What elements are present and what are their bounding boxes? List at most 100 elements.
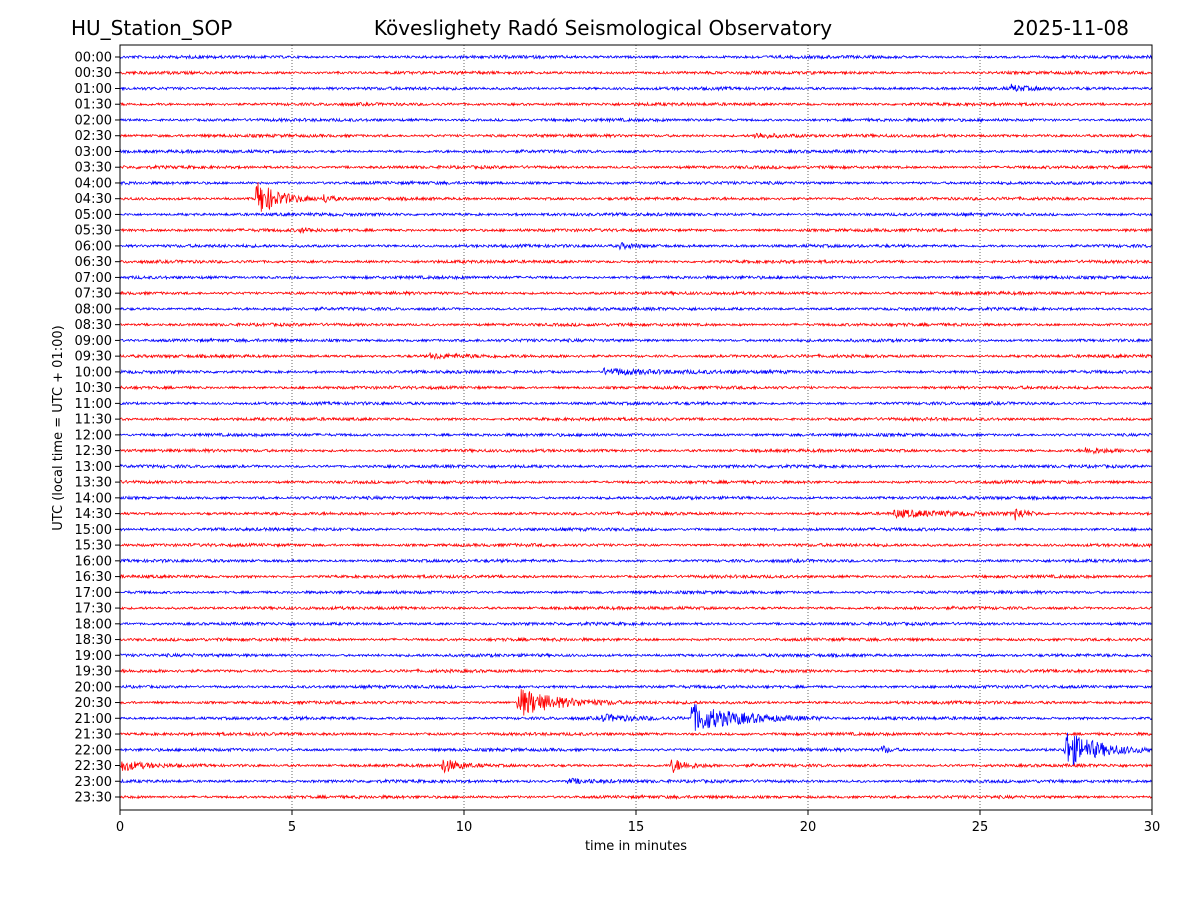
trace-0000 (119, 54, 1153, 61)
y-tick-label: 22:30 (75, 759, 112, 774)
y-tick-label: 01:00 (75, 82, 112, 97)
trace-0500 (119, 211, 1153, 218)
trace-0430 (119, 182, 1153, 212)
x-tick-label: 5 (288, 820, 296, 835)
x-axis-label: time in minutes (585, 839, 687, 854)
y-tick-label: 16:00 (75, 554, 112, 569)
trace-0700 (119, 274, 1153, 281)
trace-1200 (119, 431, 1153, 439)
y-tick-label: 20:30 (75, 696, 112, 711)
y-tick-label: 08:00 (75, 302, 112, 317)
trace-0630 (119, 258, 1153, 265)
y-tick-label: 13:30 (75, 476, 112, 491)
trace-0400 (119, 179, 1153, 187)
trace-1330 (119, 479, 1153, 486)
y-tick-label: 12:00 (75, 428, 112, 443)
trace-0600 (119, 242, 1153, 251)
x-tick-label: 25 (972, 820, 989, 835)
y-tick-label: 10:00 (75, 365, 112, 380)
trace-0730 (119, 290, 1153, 297)
y-tick-label: 16:30 (75, 570, 112, 585)
trace-2130 (119, 731, 1153, 738)
trace-1000 (119, 367, 1153, 376)
trace-1630 (119, 573, 1153, 580)
trace-0230 (119, 132, 1153, 140)
trace-2300 (119, 777, 1153, 785)
trace-0130 (119, 101, 1153, 108)
y-tick-label: 11:30 (75, 413, 112, 428)
y-tick-label: 23:00 (75, 775, 112, 790)
y-tick-label: 14:00 (75, 491, 112, 506)
y-tick-label: 15:30 (75, 539, 112, 554)
trace-1530 (119, 542, 1153, 549)
y-tick-label: 12:30 (75, 444, 112, 459)
trace-0900 (120, 337, 1153, 344)
y-tick-label: 13:00 (75, 460, 112, 475)
trace-0830 (119, 321, 1152, 328)
y-axis-label: UTC (local time = UTC + 01:00) (51, 325, 66, 530)
trace-1430 (119, 508, 1153, 521)
trace-1100 (119, 400, 1153, 407)
trace-1500 (119, 526, 1153, 533)
y-tick-label: 14:30 (75, 507, 112, 522)
x-tick-label: 20 (800, 820, 817, 835)
trace-0800 (119, 305, 1153, 312)
y-tick-label: 22:00 (75, 743, 112, 758)
trace-0930 (119, 352, 1153, 361)
trace-1930 (119, 667, 1153, 674)
y-tick-label: 18:30 (75, 633, 112, 648)
trace-1130 (119, 416, 1153, 423)
x-axis: 0 5 10 15 20 25 30 (116, 810, 1160, 835)
y-tick-label: 07:00 (75, 271, 112, 286)
x-tick-label: 30 (1144, 820, 1161, 835)
trace-0100 (119, 83, 1153, 92)
y-tick-label: 09:30 (75, 350, 112, 365)
grid-lines (291, 45, 981, 810)
y-tick-label: 04:30 (75, 192, 112, 207)
x-tick-label: 0 (116, 820, 124, 835)
trace-0300 (119, 148, 1153, 155)
trace-1830 (119, 636, 1153, 643)
y-tick-label: 02:30 (75, 129, 112, 144)
y-tick-label: 04:00 (75, 176, 112, 191)
y-tick-label: 10:30 (75, 381, 112, 396)
y-tick-label: 19:00 (75, 649, 112, 664)
y-tick-label: 05:30 (75, 224, 112, 239)
trace-1030 (120, 384, 1153, 391)
trace-1730 (119, 605, 1153, 611)
y-tick-label: 06:00 (75, 239, 112, 254)
y-tick-label: 21:00 (75, 712, 112, 727)
y-tick-label: 17:30 (75, 602, 112, 617)
y-tick-label: 03:00 (75, 145, 112, 160)
trace-1300 (119, 463, 1153, 470)
y-tick-label: 00:00 (75, 51, 112, 66)
y-tick-label: 00:30 (75, 66, 112, 81)
trace-0530 (119, 227, 1153, 235)
y-tick-label: 01:30 (75, 98, 112, 113)
trace-0200 (119, 117, 1153, 124)
x-tick-label: 15 (628, 820, 645, 835)
y-tick-label: 23:30 (75, 791, 112, 806)
trace-2230 (119, 759, 1153, 774)
y-tick-label: 02:00 (75, 113, 112, 128)
trace-0330 (119, 163, 1153, 171)
trace-2100 (119, 704, 1153, 731)
y-axis: 00:0000:3001:0001:3002:0002:3003:0003:30… (75, 51, 120, 806)
y-tick-label: 06:30 (75, 255, 112, 270)
y-tick-label: 21:30 (75, 728, 112, 743)
trace-1700 (119, 589, 1153, 596)
y-tick-label: 20:00 (75, 680, 112, 695)
traces (119, 54, 1153, 801)
trace-2330 (119, 793, 1153, 801)
date-label: 2025-11-08 (1013, 16, 1129, 40)
y-tick-label: 03:30 (75, 161, 112, 176)
y-tick-label: 11:00 (75, 397, 112, 412)
trace-1900 (119, 652, 1153, 659)
y-tick-label: 17:00 (75, 586, 112, 601)
y-tick-label: 08:30 (75, 318, 112, 333)
trace-1230 (119, 447, 1153, 455)
station-label: HU_Station_SOP (71, 16, 232, 40)
trace-1600 (119, 557, 1153, 564)
chart-title: Köveslighety Radó Seismological Observat… (374, 16, 832, 40)
